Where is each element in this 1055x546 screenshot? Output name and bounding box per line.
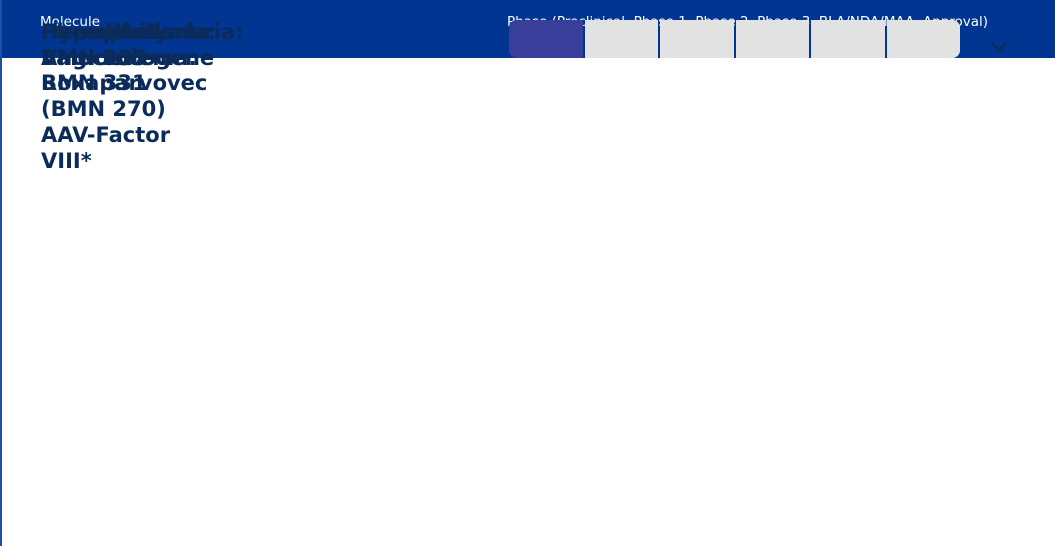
phase-bar: [509, 20, 960, 58]
phase-segment-empty: [584, 20, 658, 58]
pipeline-row: Hereditary Angioedema: BMN 331: [2, 20, 1055, 362]
molecule-name: Phenylketonuria: BMN 307: [41, 20, 244, 70]
phase-segment-filled: [509, 20, 583, 58]
phase-segment-empty: [735, 20, 809, 58]
molecule-header: Molecule: [40, 14, 100, 30]
pipeline-row: Hyperoxaluria: BMN 255: [2, 20, 1055, 538]
molecule-name: Hereditary Angioedema: BMN 331: [41, 20, 197, 96]
chevron-icon: [991, 42, 1007, 52]
rows: Hemophilia A: Valoctocogene Roxaparvovec…: [2, 20, 1055, 538]
molecule-name: Hyperoxaluria: BMN 255: [41, 20, 217, 70]
phase-segment-empty: [660, 20, 734, 58]
expand-chevron[interactable]: [990, 38, 1008, 52]
phase-segment-empty: [886, 20, 960, 58]
phase-segment-empty: [811, 20, 885, 58]
molecule-name: Hemophilia A: Valoctocogene Roxaparvovec…: [41, 20, 215, 173]
pipeline-row: Phenylketonuria: BMN 307: [2, 20, 1055, 450]
